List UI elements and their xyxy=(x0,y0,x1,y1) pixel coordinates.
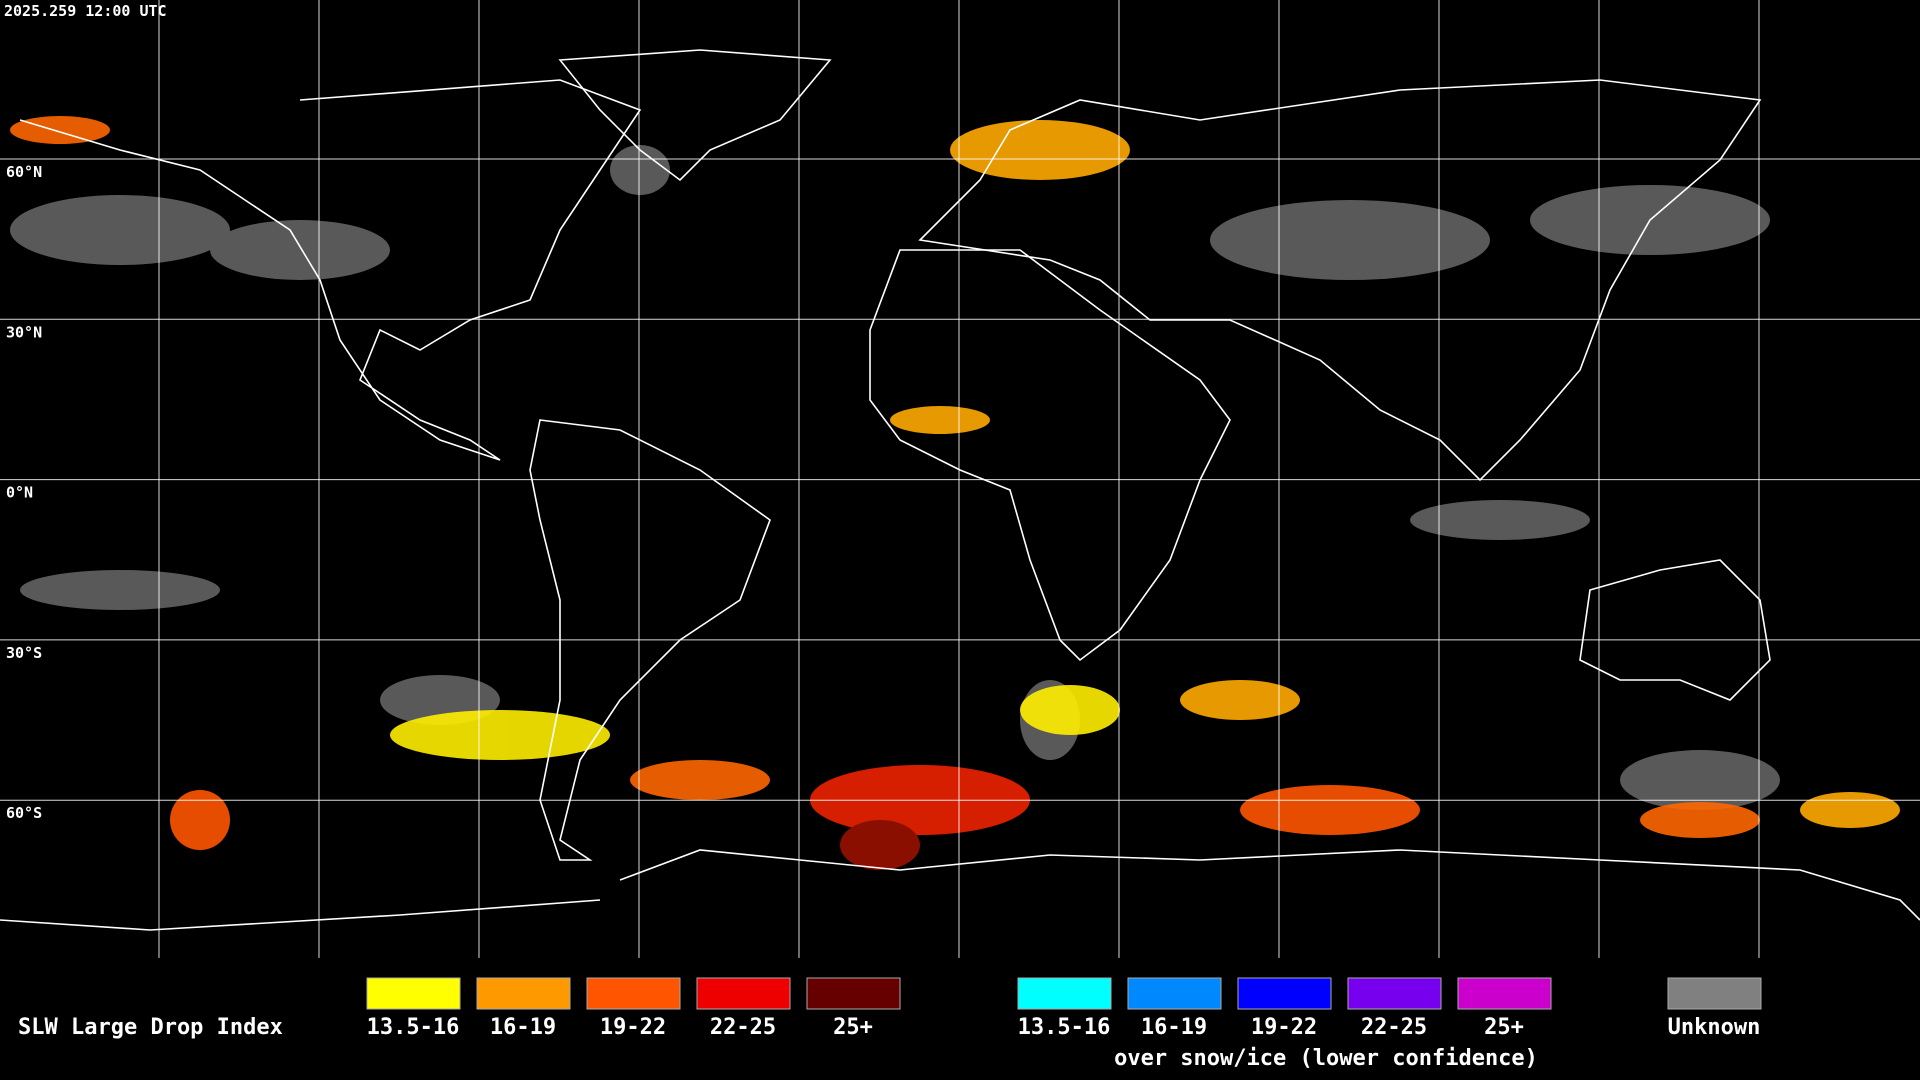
legend-label: 22-25 xyxy=(710,1015,776,1040)
graticule: 60°N 30°N 0°N 30°S 60°S xyxy=(0,0,1920,958)
legend-label: 13.5-16 xyxy=(367,1015,460,1040)
legend-label: 22-25 xyxy=(1361,1015,1427,1040)
legend-swatch xyxy=(1127,977,1222,1010)
coastlines xyxy=(0,49,1920,931)
legend-caption: over snow/ice (lower confidence) xyxy=(1114,1046,1538,1071)
legend-label: 19-22 xyxy=(600,1015,666,1040)
legend-swatch xyxy=(476,977,571,1010)
legend-label: 19-22 xyxy=(1251,1015,1317,1040)
legend-swatch xyxy=(1457,977,1552,1010)
legend-swatch xyxy=(586,977,681,1010)
legend-label: 16-19 xyxy=(490,1015,556,1040)
latitude-label: 60°S xyxy=(6,804,42,822)
legend-label: 25+ xyxy=(1484,1015,1524,1040)
legend-swatch xyxy=(1017,977,1112,1010)
legend-label: 16-19 xyxy=(1141,1015,1207,1040)
legend-swatch xyxy=(696,977,791,1010)
legend-background xyxy=(0,958,1920,1080)
latitude-label: 30°S xyxy=(6,644,42,662)
latitude-label: 0°N xyxy=(6,484,33,502)
legend-label: 13.5-16 xyxy=(1018,1015,1111,1040)
latitude-label: 30°N xyxy=(6,323,42,341)
legend-label: 25+ xyxy=(833,1015,873,1040)
legend-swatch xyxy=(1237,977,1332,1010)
cloud-fields xyxy=(10,116,1900,870)
legend-swatch xyxy=(1347,977,1442,1010)
legend-title: SLW Large Drop Index xyxy=(18,1015,283,1040)
latitude-label: 60°N xyxy=(6,163,42,181)
legend-label: Unknown xyxy=(1668,1015,1761,1040)
legend-swatch xyxy=(1667,977,1762,1010)
legend-swatch xyxy=(806,977,901,1010)
legend-swatch xyxy=(366,977,461,1010)
legend: SLW Large Drop Index 13.5-16 16-19 19-22 22… xyxy=(0,958,1920,1080)
timestamp: 2025.259 12:00 UTC xyxy=(4,2,167,20)
